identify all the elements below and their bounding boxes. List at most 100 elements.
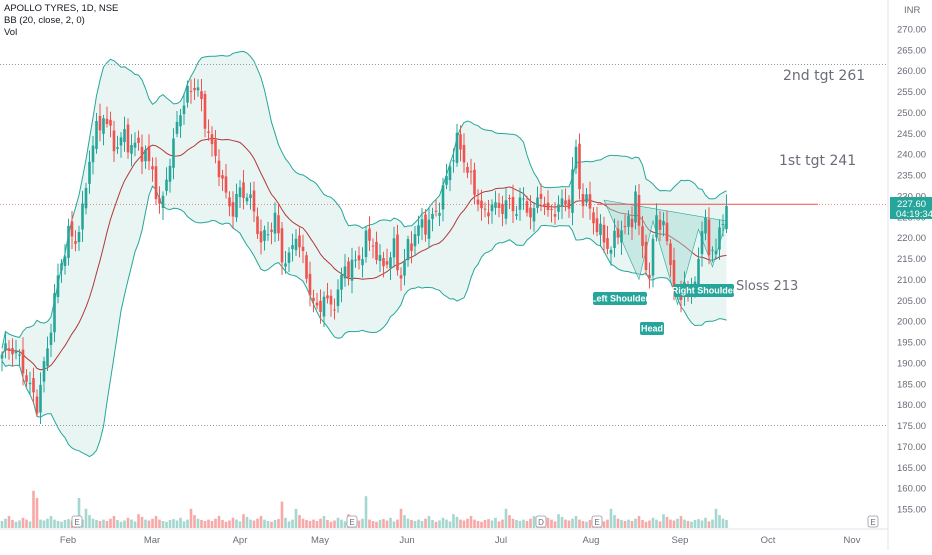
month-tick-label: Nov <box>844 535 861 546</box>
volume-bar <box>196 518 200 528</box>
candle <box>126 118 130 159</box>
volume-bar <box>683 519 686 528</box>
candle <box>606 225 609 255</box>
pattern-label[interactable]: Right Shoulder <box>672 284 737 297</box>
volume-bar <box>287 521 291 528</box>
volume-bar <box>249 519 252 528</box>
candle <box>609 246 613 266</box>
candle <box>158 186 161 214</box>
annotation-text[interactable]: 1st tgt 241 <box>779 153 856 169</box>
volume-bar <box>189 508 193 528</box>
volume-bar <box>473 519 476 528</box>
candle <box>84 182 88 215</box>
volume-bar <box>511 518 515 528</box>
candle <box>501 195 504 227</box>
candle <box>256 207 259 239</box>
volume-bar <box>630 521 634 528</box>
volume-bar <box>60 521 63 528</box>
volume-bar <box>326 520 329 528</box>
volume-bar <box>711 519 714 528</box>
candle <box>224 163 228 199</box>
volume-bar <box>291 519 294 528</box>
svg-text:Head: Head <box>641 324 663 334</box>
candle <box>714 238 718 260</box>
volume-bar <box>679 516 683 528</box>
annotation-text[interactable]: Sloss 213 <box>736 279 798 294</box>
candle <box>315 292 319 310</box>
candle <box>95 112 98 154</box>
candle <box>56 263 60 304</box>
candle <box>564 188 567 212</box>
volume-indicator-label[interactable]: Vol <box>4 27 18 38</box>
candle <box>504 188 508 225</box>
price-axis[interactable]: 155.00 160.00 165.00 170.00 175.00 180.00 185.… <box>890 5 932 516</box>
volume-bar <box>259 516 263 528</box>
candle <box>410 231 413 264</box>
candle <box>350 247 354 294</box>
volume-bar <box>588 520 592 528</box>
candle <box>581 183 585 218</box>
candle <box>553 202 557 225</box>
volume-bar <box>651 517 655 528</box>
volume-bar <box>704 517 707 528</box>
price-tick-label: 205.00 <box>897 296 926 307</box>
currency-label[interactable]: INR <box>904 5 921 16</box>
volume-bar <box>550 519 553 528</box>
volume-bar <box>280 501 284 528</box>
candle <box>662 212 665 237</box>
candle <box>259 219 263 255</box>
volume-bar <box>102 519 105 528</box>
price-tick-label: 250.00 <box>897 108 926 119</box>
time-axis[interactable]: Feb Mar Apr May Jun Jul Aug Sep Oct Nov E E D E E <box>60 515 879 546</box>
event-marker-icon[interactable]: E <box>867 515 879 528</box>
candle <box>651 234 655 288</box>
volume-bar <box>609 508 613 528</box>
volume-bar <box>564 519 567 528</box>
candle <box>172 128 175 180</box>
candle <box>42 356 46 393</box>
bb-indicator-label[interactable]: BB (20, close, 2, 0) <box>4 15 85 26</box>
candle <box>189 79 193 104</box>
volume-bar <box>403 515 406 528</box>
event-marker-icon[interactable]: E <box>346 515 358 528</box>
pattern-label[interactable]: Head <box>640 322 664 335</box>
volume-bar <box>256 518 259 528</box>
volume-bar <box>144 519 147 528</box>
volume-bar <box>340 519 343 528</box>
candle <box>452 148 455 173</box>
event-marker-icon[interactable]: E <box>71 515 83 528</box>
horizontal-levels[interactable] <box>0 64 888 426</box>
bb-basis <box>1 137 727 371</box>
event-marker-icon[interactable]: E <box>591 515 603 528</box>
candle <box>214 130 217 164</box>
candle <box>18 349 21 366</box>
pattern-label[interactable]: Left Shoulder <box>591 292 649 305</box>
grid <box>0 0 889 550</box>
volume-bar <box>455 516 459 528</box>
volume-bar <box>11 520 14 528</box>
volume-bar <box>581 521 585 528</box>
volume-bar <box>707 521 711 528</box>
annotation-text[interactable]: 2nd tgt 261 <box>783 68 865 84</box>
volume-bar <box>382 519 385 528</box>
candle <box>361 247 364 278</box>
candle <box>277 204 280 241</box>
event-marker-icon[interactable]: D <box>535 515 547 528</box>
price-tick-label: 200.00 <box>897 317 926 328</box>
volume-bar <box>466 518 469 528</box>
symbol-title[interactable]: APOLLO TYRES, 1D, NSE <box>4 3 119 14</box>
volume-bar <box>32 490 35 528</box>
price-tick-label: 175.00 <box>897 421 926 432</box>
candle <box>525 195 529 217</box>
volume-bar <box>620 520 623 528</box>
volume-bar <box>487 519 490 528</box>
annotations[interactable]: 2nd tgt 261 1st tgt 241 Sloss 213 Left Shou… <box>591 68 865 335</box>
candle <box>413 226 417 255</box>
candle <box>578 133 581 200</box>
price-tick-label: 220.00 <box>897 233 926 244</box>
candle <box>291 233 294 262</box>
volume-bar <box>476 521 480 528</box>
